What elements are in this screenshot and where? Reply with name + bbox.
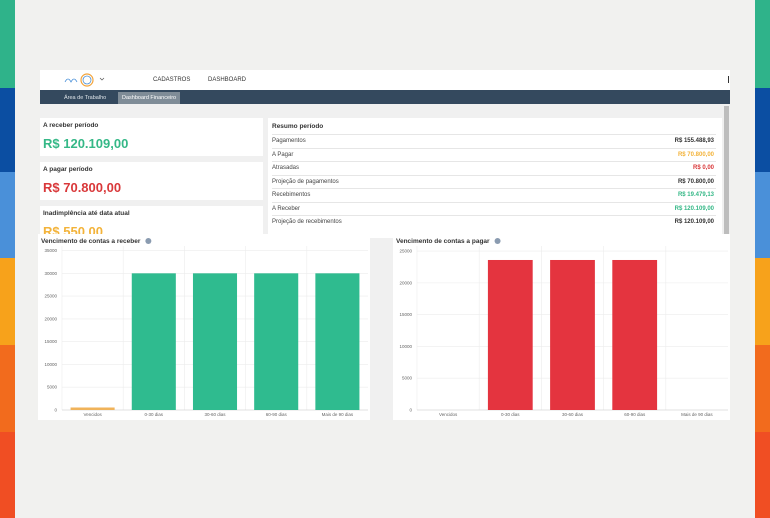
stripe: [755, 172, 770, 258]
card-value: R$ 120.109,00: [43, 136, 129, 151]
menu-handle: [728, 76, 729, 83]
chart-panel: Vencimento de contas a receber 0 5000 10000…: [38, 234, 370, 420]
row-label: Projeção de pagamentos: [272, 178, 339, 185]
summary-row: Recebimentos R$ 19.479,13: [272, 188, 716, 202]
scrollbar[interactable]: [724, 106, 729, 238]
tab-bar: Área de Trabalho Dashboard Financeiro: [40, 90, 730, 104]
row-label: A Pagar: [272, 151, 294, 158]
bar: [487, 259, 533, 410]
row-label: Atrasadas: [272, 165, 300, 171]
stripe: [0, 88, 15, 172]
y-tick-label: 15000: [44, 339, 57, 344]
y-tick-label: 5000: [402, 376, 413, 381]
card-title: Inadimplência até data atual: [43, 210, 130, 217]
stripe: [0, 0, 15, 88]
x-tick-label: 30-60 dias: [204, 412, 226, 417]
row-value: R$ 70.800,00: [677, 151, 714, 158]
x-tick-label: Vencidos: [439, 412, 458, 417]
stripe: [0, 432, 15, 518]
x-tick-label: Mais de 90 dias: [322, 412, 354, 417]
bar: [131, 273, 176, 410]
row-label: Projeção de recebimentos: [272, 219, 342, 225]
y-tick-label: 5000: [47, 385, 58, 390]
row-value: R$ 155.488,93: [674, 138, 714, 144]
summary-row: Pagamentos R$ 155.488,93: [272, 134, 716, 148]
tab-active[interactable]: Dashboard Financeiro: [118, 92, 181, 104]
x-tick-label: Vencidos: [83, 412, 102, 417]
y-tick-label: 25000: [44, 294, 57, 299]
bar: [192, 273, 238, 410]
card-title: A receber período: [43, 122, 99, 129]
y-tick-label: 20000: [399, 280, 412, 285]
tab[interactable]: Área de Trabalho: [64, 95, 107, 101]
summary-row: Projeção de pagamentos R$ 70.800,00: [272, 174, 716, 189]
stripe: [755, 258, 770, 345]
row-label: A Receber: [272, 205, 301, 212]
chart-panel: Vencimento de contas a pagar 0 5000 10000 15…: [393, 234, 730, 420]
summary-row: Projeção de recebimentos R$ 120.109,00: [272, 215, 716, 229]
x-tick-label: 30-60 dias: [562, 412, 584, 417]
chart-title: Vencimento de contas a pagar: [396, 238, 490, 245]
row-value: R$ 120.109,00: [674, 205, 714, 212]
bar: [550, 259, 595, 410]
stripe: [755, 88, 770, 172]
card-title: A pagar período: [43, 166, 93, 173]
summary-row: Atrasadas R$ 0,00: [272, 161, 716, 175]
logo: [64, 73, 105, 87]
x-tick-label: 0-30 dias: [145, 412, 164, 417]
summary-row: A Pagar R$ 70.800,00: [272, 147, 716, 162]
summary-row: A Receber R$ 120.109,00: [272, 201, 716, 216]
stripe: [755, 0, 770, 88]
row-value: R$ 120.109,00: [674, 219, 714, 225]
y-tick-label: 15000: [399, 312, 412, 317]
info-icon: [145, 238, 152, 244]
row-label: Pagamentos: [272, 138, 306, 144]
row-value: R$ 0,00: [692, 165, 714, 171]
bar: [70, 407, 115, 410]
top-nav: CADASTROS DASHBOARD: [40, 70, 730, 90]
card-value: R$ 70.800,00: [43, 180, 122, 195]
menu-item[interactable]: CADASTROS: [153, 77, 191, 83]
y-tick-label: 10000: [44, 362, 57, 367]
row-label: Recebimentos: [272, 192, 311, 198]
stripe: [755, 432, 770, 518]
x-tick-label: Mais de 90 dias: [681, 412, 713, 417]
card: A receber período R$ 120.109,00: [40, 118, 263, 156]
stripe: [0, 258, 15, 345]
x-tick-label: 60-90 dias: [266, 412, 288, 417]
x-tick-label: 60-90 dias: [624, 412, 646, 417]
y-tick-label: 25000: [399, 249, 412, 254]
y-tick-label: 0: [409, 408, 412, 413]
card: A pagar período R$ 70.800,00: [40, 162, 263, 200]
stripe: [755, 345, 770, 432]
row-value: R$ 19.479,13: [677, 192, 714, 198]
y-tick-label: 10000: [399, 344, 412, 349]
summary-title: Resumo período: [272, 123, 324, 130]
summary-card: Resumo período Pagamentos R$ 155.488,93 A …: [268, 118, 722, 238]
stripe: [0, 172, 15, 258]
stripe: [0, 345, 15, 432]
bar: [254, 273, 299, 410]
bar: [612, 259, 658, 410]
info-icon: [494, 238, 501, 244]
row-value: R$ 70.800,00: [677, 178, 714, 185]
x-tick-label: 0-30 dias: [501, 412, 520, 417]
bar: [315, 273, 360, 410]
card: Inadimplência até data atual R$ 550,00: [40, 206, 263, 238]
y-tick-label: 30000: [44, 271, 57, 276]
chart-title: Vencimento de contas a receber: [41, 238, 141, 245]
menu-item[interactable]: DASHBOARD: [208, 77, 247, 83]
y-tick-label: 20000: [44, 316, 57, 321]
y-tick-label: 35000: [44, 248, 57, 253]
y-tick-label: 0: [54, 408, 57, 413]
